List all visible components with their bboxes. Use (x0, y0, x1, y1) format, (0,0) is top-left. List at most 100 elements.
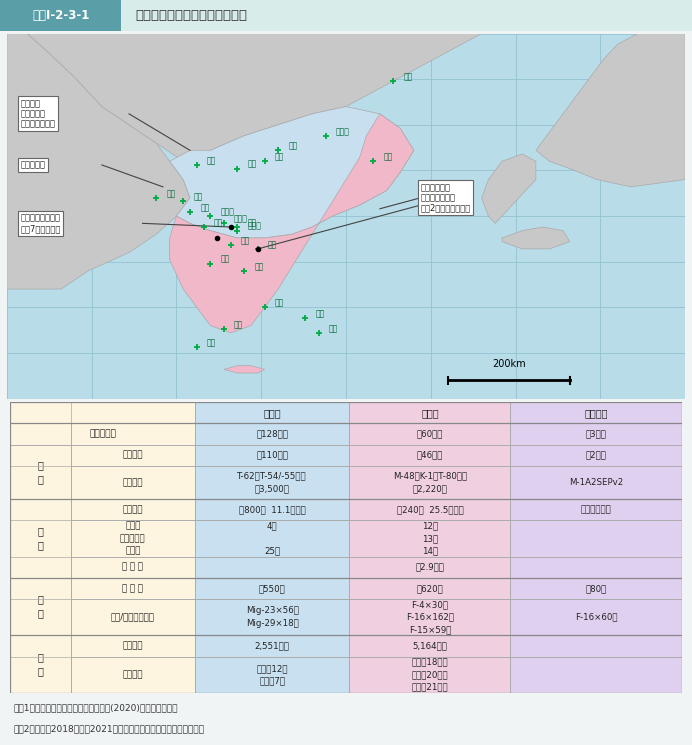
Text: 人　　口: 人 口 (122, 641, 143, 650)
Text: （注1）資料は「ミリタリー・バランス(2020)」などによる。: （注1）資料は「ミリタリー・バランス(2020)」などによる。 (14, 703, 179, 712)
Text: 4隻

25隻: 4隻 25隻 (264, 522, 280, 556)
Text: 200km: 200km (492, 359, 525, 370)
Bar (349, 520, 511, 557)
Bar (195, 635, 349, 656)
Text: 約80機: 約80機 (585, 584, 607, 593)
Bar (195, 520, 349, 557)
Bar (195, 499, 349, 520)
Polygon shape (502, 227, 570, 249)
Polygon shape (7, 34, 190, 289)
Text: F-4×30機
F-16×162機
F-15×59機: F-4×30機 F-16×162機 F-15×59機 (406, 600, 454, 634)
Bar (349, 557, 511, 578)
Text: 約60万人: 約60万人 (417, 430, 443, 439)
Bar (511, 557, 682, 578)
Text: 鎮海: 鎮海 (316, 309, 325, 318)
Bar (71, 599, 195, 635)
Text: 2,551万人: 2,551万人 (255, 641, 289, 650)
Polygon shape (7, 34, 482, 162)
Text: 木浦: 木浦 (207, 339, 216, 348)
Text: F-16×60機: F-16×60機 (575, 612, 617, 621)
Text: 中和: 中和 (194, 193, 203, 202)
Bar (195, 599, 349, 635)
Text: 黄州: 黄州 (200, 203, 210, 212)
Polygon shape (224, 366, 264, 373)
Text: 兵　　役: 兵 役 (122, 670, 143, 679)
Bar (349, 635, 511, 656)
Text: Mig-23×56機
Mig-29×18機: Mig-23×56機 Mig-29×18機 (246, 606, 299, 628)
Text: 図表Ⅰ-2-3-1: 図表Ⅰ-2-3-1 (33, 9, 89, 22)
Bar (511, 402, 682, 423)
Text: 群山: 群山 (255, 262, 264, 271)
Text: 約3万人: 約3万人 (585, 430, 606, 439)
Text: 水原: 水原 (241, 236, 250, 245)
Bar (349, 599, 511, 635)
Text: 陸軍　18か月
海軍　20か月
空軍　21か月: 陸軍 18か月 海軍 20か月 空軍 21か月 (412, 658, 448, 691)
Bar (10, 578, 71, 635)
Text: 総参謀部
海軍司令部
平壌防衛司令部: 総参謀部 海軍司令部 平壌防衛司令部 (21, 99, 55, 129)
Text: 韓　国: 韓 国 (421, 408, 439, 418)
Text: 徳山: 徳山 (248, 159, 257, 169)
Text: 5,164万人: 5,164万人 (412, 641, 447, 650)
Text: 作 戦 機: 作 戦 機 (122, 584, 143, 593)
Bar (71, 445, 195, 466)
Text: 参
考: 参 考 (37, 652, 44, 676)
Text: 約46万人: 約46万人 (417, 451, 443, 460)
Text: 大邱: 大邱 (275, 299, 284, 308)
Bar (511, 599, 682, 635)
Text: 約128万人: 約128万人 (256, 430, 288, 439)
Bar (195, 445, 349, 466)
Text: 艦　　艇: 艦 艇 (122, 505, 143, 514)
Text: 在韓米軍: 在韓米軍 (584, 408, 608, 418)
Text: 約110万人: 約110万人 (256, 451, 288, 460)
Polygon shape (536, 34, 685, 187)
Text: 海
軍: 海 軍 (37, 527, 44, 551)
Text: 平沢: 平沢 (221, 255, 230, 264)
Text: 支援部隊のみ: 支援部隊のみ (581, 505, 612, 514)
Bar (195, 402, 349, 423)
Bar (71, 499, 195, 520)
Bar (349, 656, 511, 693)
Bar (195, 578, 349, 599)
Text: 遼湖: 遼湖 (289, 142, 298, 150)
Polygon shape (170, 107, 414, 238)
Bar (0, 0, 121, 31)
Text: 空軍司令部: 空軍司令部 (21, 160, 46, 169)
Bar (511, 499, 682, 520)
Text: 国連軍司令部
在韓米軍司令部
米第2歩兵師団司令部: 国連軍司令部 在韓米軍司令部 米第2歩兵師団司令部 (421, 183, 471, 213)
Bar (71, 635, 195, 656)
Bar (71, 520, 195, 557)
Text: 約800隻  11.1万トン: 約800隻 11.1万トン (239, 505, 306, 514)
Text: M-48、K-1、T-80など
約2,220両: M-48、K-1、T-80など 約2,220両 (393, 472, 467, 493)
Polygon shape (170, 114, 414, 333)
Text: （注2）韓国は2018年から2021年にかけて兵役期間を段階的に短縮中: （注2）韓国は2018年から2021年にかけて兵役期間を段階的に短縮中 (14, 725, 205, 734)
Bar (71, 557, 195, 578)
Bar (349, 445, 511, 466)
Bar (71, 578, 195, 599)
Text: 第３/４世代戦闘機: 第３/４世代戦闘機 (111, 612, 155, 621)
Text: 遅潮: 遅潮 (275, 153, 284, 162)
Text: 約240隻  25.5万トン: 約240隻 25.5万トン (397, 505, 463, 514)
Text: 漁郎: 漁郎 (403, 72, 413, 81)
Text: 平沢: 平沢 (248, 218, 257, 227)
Bar (349, 466, 511, 499)
Text: 平塞: 平塞 (214, 218, 223, 227)
Text: T-62、T-54/-55など
約3,500両: T-62、T-54/-55など 約3,500両 (237, 472, 307, 493)
Text: 朝鮮半島における軍事力の対峙: 朝鮮半島における軍事力の対峙 (135, 9, 247, 22)
Text: ソウル: ソウル (248, 222, 262, 231)
Bar (10, 445, 71, 499)
Bar (511, 635, 682, 656)
Text: 総　兵　力: 総 兵 力 (89, 430, 116, 439)
Text: 約2万人: 約2万人 (585, 451, 606, 460)
Bar (511, 520, 682, 557)
Text: 男性　12年
女性　7年: 男性 12年 女性 7年 (257, 664, 288, 685)
Bar (10, 499, 71, 578)
Bar (71, 656, 195, 693)
Text: 米韓連合軍司令部
米第7空軍司令部: 米韓連合軍司令部 米第7空軍司令部 (21, 214, 61, 233)
Text: 価川: 価川 (207, 156, 216, 165)
Bar (10, 423, 195, 445)
Text: 烏山: 烏山 (268, 240, 277, 249)
Text: 馬養島: 馬養島 (336, 127, 349, 136)
Text: 光州: 光州 (234, 320, 244, 329)
Bar (195, 466, 349, 499)
Bar (195, 423, 349, 445)
